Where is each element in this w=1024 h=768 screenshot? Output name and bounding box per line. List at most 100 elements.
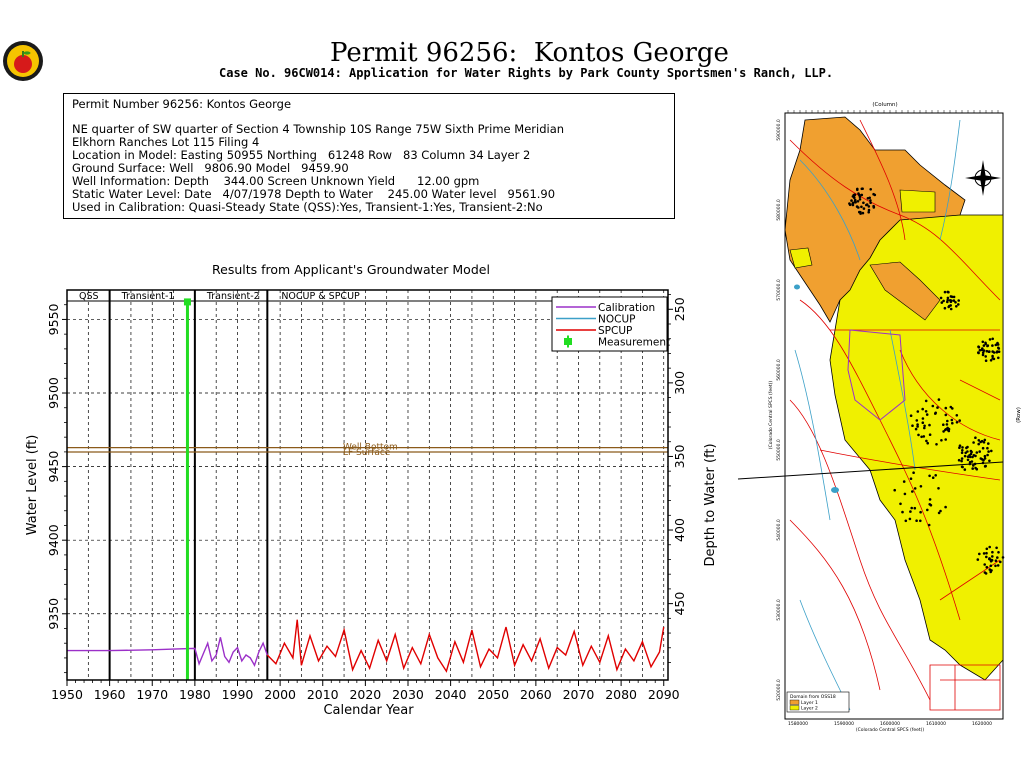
map-well — [999, 560, 1002, 564]
map-well — [899, 502, 902, 506]
map-well — [944, 438, 947, 441]
layer1-patch — [869, 261, 941, 321]
legend-swatch-point — [564, 338, 572, 345]
map-road — [959, 379, 1001, 401]
map-well — [928, 433, 932, 437]
map-well — [961, 465, 964, 469]
x-tick-label: 2060 — [520, 687, 552, 702]
map-y-tick-label: 540000.0 — [776, 519, 782, 541]
map-road — [789, 399, 931, 701]
x-tick-label: 2090 — [648, 687, 680, 702]
map-well — [943, 290, 947, 294]
map-well — [982, 349, 986, 352]
map-well — [947, 290, 950, 294]
map-well — [960, 451, 964, 455]
map-y-tick-label: 590000.0 — [776, 119, 782, 141]
map-well — [989, 359, 993, 362]
map-well — [970, 450, 973, 454]
map-well — [974, 454, 977, 458]
map-well — [989, 564, 993, 568]
map-well — [848, 202, 851, 205]
y2-tick-label: 300 — [672, 371, 687, 395]
chart-grid — [67, 290, 668, 680]
y-tick-label: 9400 — [46, 524, 61, 556]
map-x-tick-label: 1620000 — [972, 721, 992, 727]
map-well — [975, 451, 979, 454]
map-well — [983, 563, 986, 566]
map-well — [950, 418, 954, 422]
map-well — [928, 423, 931, 427]
x-tick-label: 2050 — [477, 687, 509, 702]
y2-tick-label: 450 — [672, 592, 687, 616]
map-well — [915, 519, 918, 522]
apple-logo-icon — [3, 41, 43, 81]
map-well — [921, 417, 925, 420]
map-well — [991, 337, 994, 341]
y2-tick-label: 350 — [672, 444, 687, 468]
map-well — [869, 188, 872, 191]
map-well — [860, 205, 863, 209]
info-line: Static Water Level: Date 4/07/1978 Depth… — [72, 187, 556, 201]
map-well — [857, 192, 860, 195]
map-well — [853, 196, 856, 199]
y2-tick-label: 250 — [672, 297, 687, 321]
y-tick-label: 9500 — [46, 377, 61, 409]
map-well — [985, 555, 988, 559]
map-well — [935, 443, 938, 446]
map-well — [939, 296, 943, 300]
map-well — [944, 406, 948, 410]
map-well — [971, 467, 974, 470]
map-well — [945, 423, 949, 426]
map-well — [944, 428, 948, 431]
x-tick-label: 2030 — [392, 687, 424, 702]
map-well — [985, 547, 989, 551]
map-well — [926, 441, 929, 445]
x-tick-label: 2020 — [349, 687, 381, 702]
map-y-tick-label: 550000.0 — [776, 439, 782, 461]
map-well — [983, 457, 987, 460]
x-tick-label: 2040 — [435, 687, 467, 702]
map-well — [989, 558, 992, 562]
x-tick-label: 1960 — [94, 687, 126, 702]
map-well — [957, 299, 960, 302]
chart-title: Results from Applicant's Groundwater Mod… — [212, 262, 490, 277]
map-well — [982, 344, 986, 347]
map-legend-swatch — [789, 705, 800, 711]
map-well — [1001, 556, 1005, 559]
map-well — [997, 551, 1000, 554]
map-well — [936, 406, 939, 409]
x-tick-label: 1970 — [136, 687, 168, 702]
info-line: Elkhorn Ranches Lot 115 Filing 4 — [72, 135, 260, 149]
map-x-tick-label: 1600000 — [880, 721, 900, 727]
map-y-tick-label: 530000.0 — [776, 599, 782, 621]
map-well — [955, 421, 959, 424]
map-legend-swatch — [789, 699, 800, 705]
map-well — [944, 413, 948, 417]
map-well — [994, 564, 997, 568]
map-well — [904, 519, 908, 523]
map-well — [979, 457, 983, 460]
map-well — [955, 305, 958, 308]
map-well — [961, 446, 964, 449]
map-stream — [799, 159, 861, 261]
map-well — [924, 410, 928, 413]
map-well — [978, 348, 982, 352]
map-well — [942, 299, 945, 303]
map-road — [789, 519, 881, 691]
map-y-tick-label: 520000.0 — [776, 679, 782, 701]
chart-series — [67, 298, 665, 680]
map-well — [977, 351, 980, 354]
map-well — [992, 357, 996, 361]
map-well — [988, 459, 991, 463]
map-well — [983, 464, 987, 468]
map-well — [858, 198, 862, 201]
map-well — [931, 404, 935, 408]
map-well — [910, 506, 913, 510]
map-well — [976, 558, 980, 561]
period-label: Transient-1 — [121, 291, 175, 302]
series-line-spcup — [266, 619, 665, 673]
map-well — [981, 446, 985, 450]
map-well — [940, 301, 944, 304]
